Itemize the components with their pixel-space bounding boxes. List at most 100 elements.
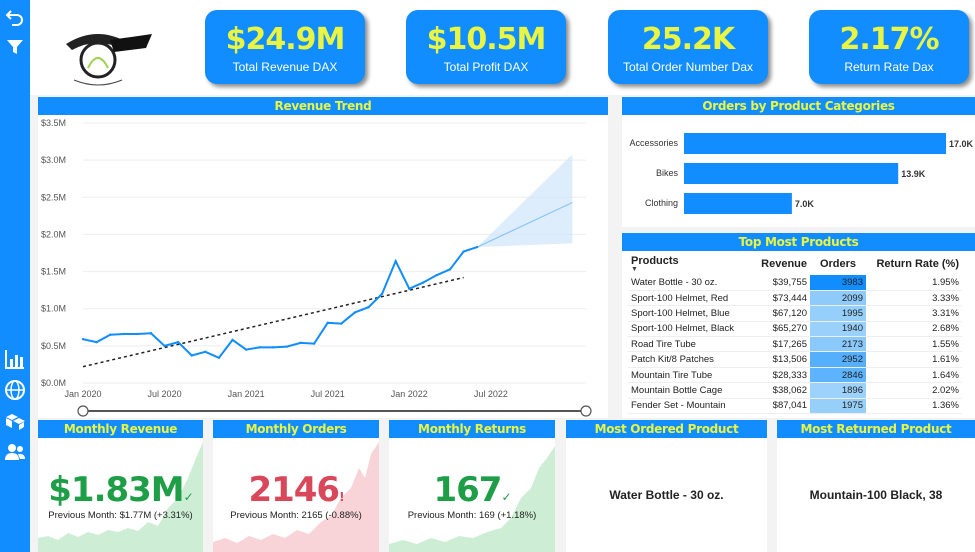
revenue-data-point[interactable] [435, 274, 438, 277]
revenue-data-point[interactable] [367, 306, 370, 309]
monthly-returns-comparison: Previous Month: 169 (+1.18%) [407, 510, 537, 521]
card-title: Monthly Orders [213, 420, 379, 438]
revenue-data-point[interactable] [149, 332, 153, 335]
return-rate-cell: 1.61% [866, 351, 962, 368]
revenue-data-point[interactable] [299, 341, 302, 345]
value-text: 2146 [248, 470, 340, 510]
table-header-row: Products ▼ Revenue Orders Return Rate (%) [628, 253, 962, 275]
revenue-data-point[interactable] [108, 333, 112, 336]
revenue-data-point[interactable] [326, 321, 329, 325]
return-rate-cell: 1.64% [866, 367, 962, 384]
panel-title: Top Most Products [622, 233, 975, 251]
column-header-products[interactable]: Products ▼ [631, 255, 679, 273]
column-header-return-rate[interactable]: Return Rate (%) [876, 258, 959, 270]
boxes-icon[interactable] [4, 410, 26, 432]
category-bar[interactable] [684, 133, 946, 154]
revenue-data-point[interactable] [462, 250, 465, 253]
orders-cell: 2952 [810, 351, 866, 368]
bar-value-label: 13.9K [901, 169, 926, 179]
revenue-data-point[interactable] [272, 346, 275, 349]
product-cell: Road Tire Tube [628, 336, 746, 353]
orders-by-category-panel: Orders by Product Categories Accessories… [622, 97, 975, 227]
orders-cell: 3983 [810, 275, 866, 291]
kpi-total-orders: 25.2K Total Order Number Dax [608, 10, 768, 84]
revenue-data-point[interactable] [231, 338, 234, 342]
revenue-data-point[interactable] [448, 268, 452, 271]
revenue-data-point[interactable] [136, 332, 139, 336]
monthly-returns-value: 167✓ [389, 470, 555, 510]
value-text: 167 [433, 470, 502, 510]
table-row[interactable]: Sport-100 Helmet, Red $73,444 2099 3.33% [628, 290, 962, 307]
column-header-orders[interactable]: Orders [819, 258, 857, 270]
x-tick-label: Jul 2020 [148, 389, 182, 399]
category-bar[interactable] [684, 193, 792, 214]
revenue-data-point[interactable] [217, 356, 221, 359]
revenue-data-point[interactable] [81, 337, 85, 341]
orders-cell: 1995 [810, 305, 866, 322]
bar-chart-icon[interactable] [4, 348, 26, 370]
product-cell: Water Bottle - 30 oz. [628, 275, 746, 291]
slider-start-handle[interactable] [77, 405, 89, 417]
revenue-data-point[interactable] [285, 345, 289, 348]
revenue-data-point[interactable] [380, 292, 384, 296]
orders-by-category-chart[interactable]: Accessories 17.0K Bikes 13.9K Clothing 7.0K [622, 115, 975, 227]
revenue-data-point[interactable] [190, 354, 193, 357]
revenue-data-point[interactable] [476, 245, 479, 249]
monthly-revenue-value: $1.83M✓ [38, 470, 203, 510]
globe-icon[interactable] [4, 379, 26, 401]
filter-icon[interactable] [4, 36, 26, 58]
orders-cell: 2846 [810, 367, 866, 384]
orders-cell: 1896 [810, 382, 866, 399]
product-cell: Fender Set - Mountain [628, 398, 746, 415]
company-logo [60, 18, 160, 88]
revenue-data-point[interactable] [258, 346, 261, 349]
revenue-data-point[interactable] [176, 340, 180, 344]
kpi-value: $10.5M [426, 22, 547, 57]
category-bar[interactable] [684, 163, 899, 184]
revenue-data-point[interactable] [95, 340, 98, 344]
revenue-data-point[interactable] [244, 348, 248, 351]
revenue-data-point[interactable] [204, 350, 207, 353]
table-row[interactable]: Patch Kit/8 Patches $13,506 2952 1.61% [628, 351, 962, 368]
monthly-orders-card: Monthly Orders 2146! Previous Month: 216… [213, 420, 379, 552]
kpi-total-profit: $10.5M Total Profit DAX [406, 10, 566, 84]
table-row[interactable]: Mountain Bottle Cage $38,062 1896 2.02% [628, 382, 962, 399]
revenue-cell: $67,120 [746, 305, 810, 322]
column-header-revenue[interactable]: Revenue [761, 258, 807, 270]
revenue-data-point[interactable] [163, 344, 166, 348]
most-returned-product-card: Most Returned Product Mountain-100 Black… [777, 420, 975, 552]
orders-cell: 2173 [810, 336, 866, 353]
kpi-label: Return Rate Dax [844, 60, 934, 74]
undo-icon[interactable] [4, 6, 26, 28]
table-row[interactable]: Sport-100 Helmet, Blue $67,120 1995 3.31% [628, 305, 962, 322]
card-title: Most Ordered Product [566, 420, 767, 438]
users-icon[interactable] [4, 441, 26, 463]
orders-cell: 1975 [810, 398, 866, 415]
revenue-data-point[interactable] [312, 342, 316, 345]
table-row[interactable]: Water Bottle - 30 oz. $39,755 3983 1.95% [628, 275, 962, 291]
revenue-data-point[interactable] [421, 281, 425, 284]
return-rate-cell: 3.31% [866, 305, 962, 322]
revenue-data-point[interactable] [353, 311, 357, 314]
orders-cell: 2099 [810, 290, 866, 307]
panel-title: Orders by Product Categories [622, 97, 975, 115]
revenue-trend-chart[interactable]: $3.5M $3.0M $2.5M $2.0M $1.5M $1.0M $0.5M $0.0M… [38, 115, 608, 418]
table-row[interactable]: Fender Set - Mountain $87,041 1975 1.36% [628, 398, 962, 415]
forecast-line [476, 201, 573, 248]
revenue-data-point[interactable] [394, 259, 397, 263]
y-tick-label: $3.5M [41, 118, 66, 128]
table-row[interactable]: Sport-100 Helmet, Black $65,270 1940 2.68% [628, 321, 962, 338]
product-cell: Mountain Tire Tube [628, 367, 746, 384]
revenue-series-line[interactable] [82, 246, 478, 359]
most-returned-product-value: Mountain-100 Black, 38 [809, 488, 943, 502]
table-row[interactable]: Mountain Tire Tube $28,333 2846 1.64% [628, 367, 962, 384]
revenue-data-point[interactable] [408, 287, 411, 290]
product-cell: Sport-100 Helmet, Blue [628, 305, 746, 322]
x-tick-label: Jan 2022 [391, 389, 428, 399]
slider-end-handle[interactable] [580, 405, 592, 417]
table-row[interactable]: Road Tire Tube $17,265 2173 1.55% [628, 336, 962, 353]
left-sidebar [0, 0, 30, 552]
monthly-returns-sparkline [389, 446, 555, 552]
revenue-data-point[interactable] [122, 332, 125, 336]
revenue-data-point[interactable] [340, 322, 343, 325]
